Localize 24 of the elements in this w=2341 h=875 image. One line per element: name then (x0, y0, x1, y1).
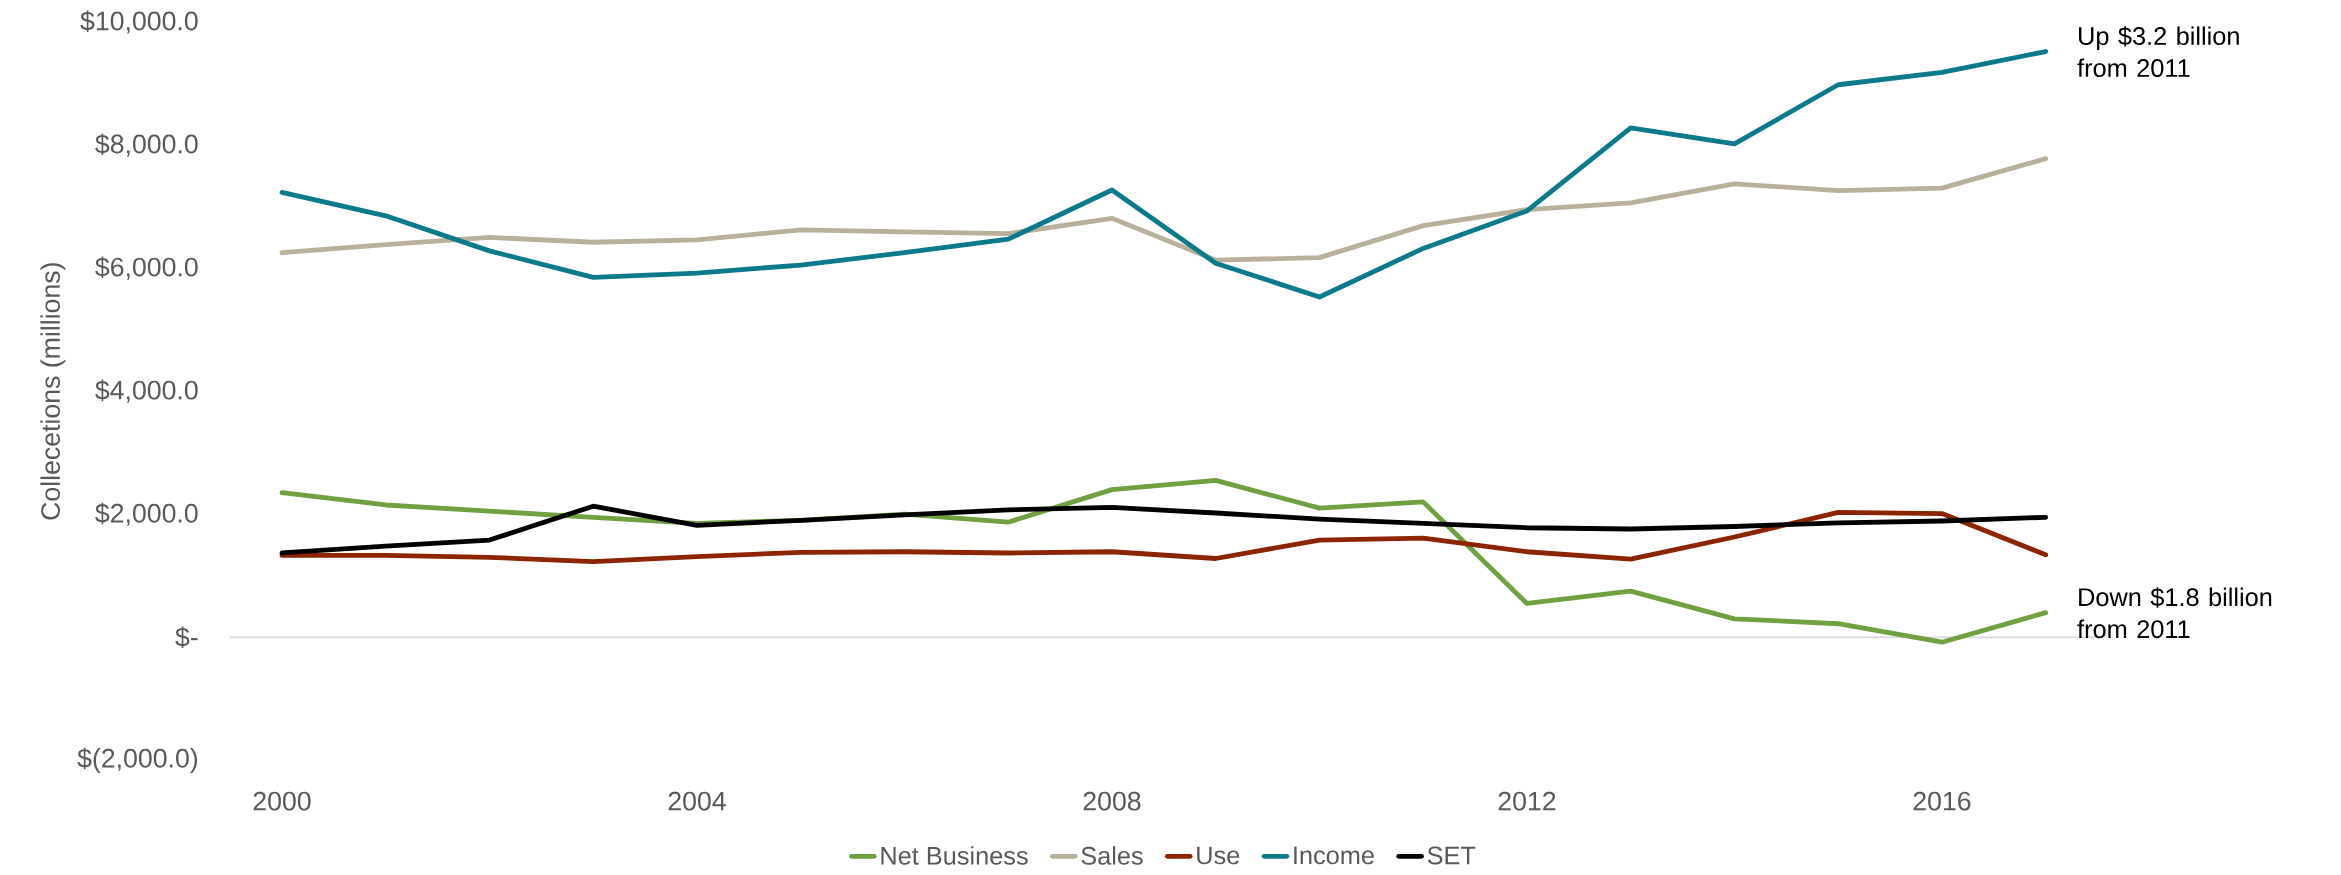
x-tick-label: 2012 (1498, 791, 1556, 811)
line-series (279, 49, 2049, 300)
y-tick-label: $8,000.0 (95, 133, 198, 157)
y-tick-label: $2,000.0 (95, 502, 198, 526)
y-tick-label: $6,000.0 (95, 256, 198, 280)
annotation: Up $3.2 billion from 2011 (2077, 26, 2239, 78)
x-tick-label: 2004 (668, 791, 726, 811)
x-tick-label: 2016 (1913, 791, 1971, 811)
y-tick-label: $- (175, 626, 198, 649)
legend-label: Income (1294, 846, 1374, 865)
legend-label: Sales (1081, 846, 1143, 865)
y-tick-label: $10,000.0 (80, 10, 198, 34)
y-tick-label: $(2,000.0) (77, 747, 198, 773)
line-series (279, 509, 2049, 564)
annotation: Down $1.8 billion from 2011 (2077, 587, 2272, 639)
x-tick-label: 2008 (1083, 791, 1141, 811)
legend-label: SET (1427, 846, 1476, 865)
legend-label: Net Business (881, 846, 1028, 865)
legend-label: Use (1197, 846, 1240, 865)
y-axis-title: Collecetions (millions) (40, 263, 66, 520)
line-series (279, 503, 2049, 556)
x-tick-label: 2000 (253, 791, 311, 811)
y-tick-label: $4,000.0 (95, 379, 198, 403)
line-series (279, 156, 2049, 263)
